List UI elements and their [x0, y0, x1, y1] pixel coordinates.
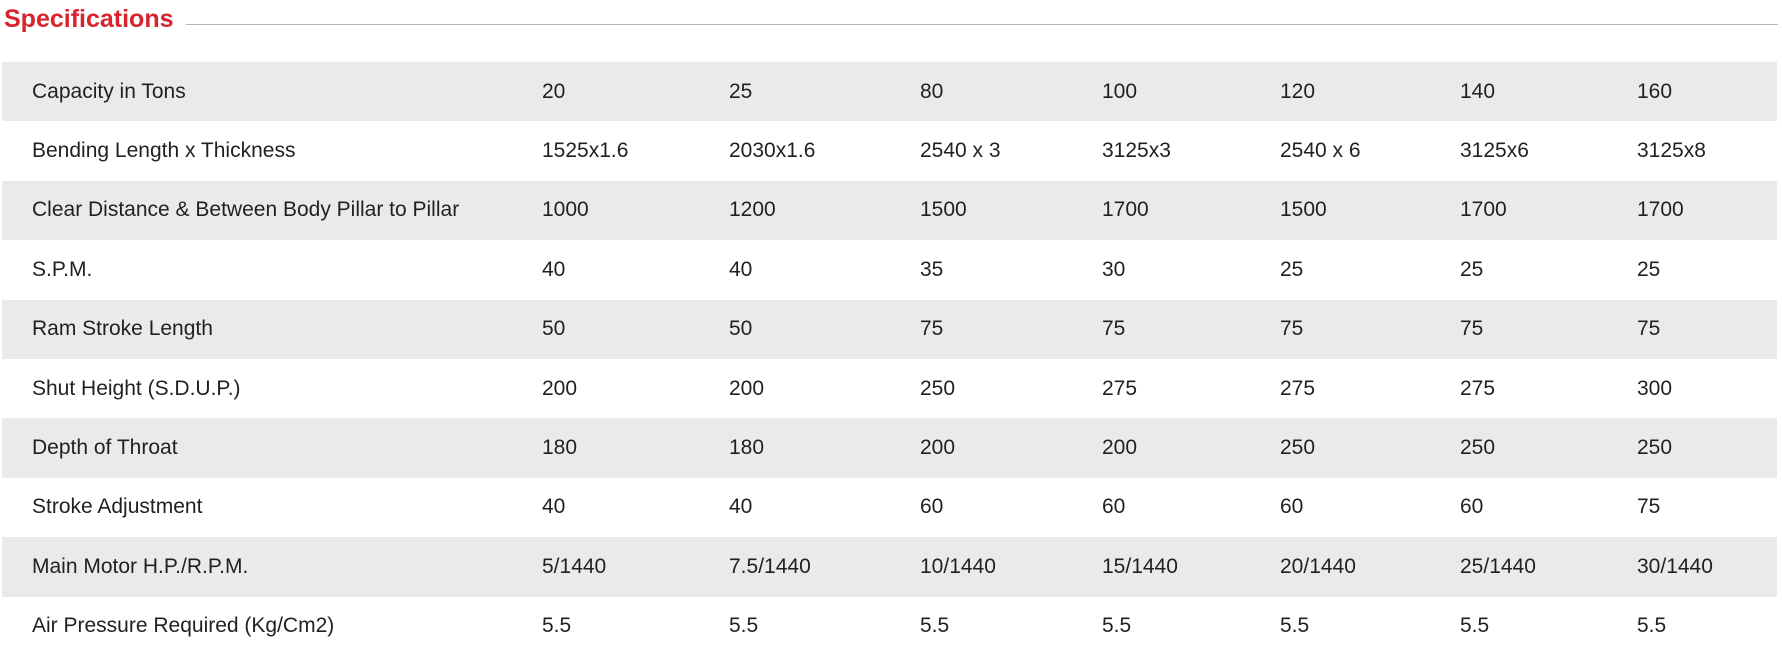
table-cell: 5.5	[542, 596, 729, 656]
table-cell: 60	[1102, 477, 1280, 538]
table-cell: 5.5	[1460, 596, 1637, 656]
table-cell: 30/1440	[1637, 537, 1777, 597]
table-cell: 15/1440	[1102, 537, 1280, 597]
table-cell: 20/1440	[1280, 537, 1460, 597]
table-cell: 75	[1637, 477, 1777, 538]
table-cell: 5.5	[1280, 596, 1460, 656]
table-cell: 60	[920, 477, 1102, 538]
table-cell: 2540 x 6	[1280, 121, 1460, 181]
table-cell: 1500	[920, 180, 1102, 241]
table-cell: 180	[729, 418, 920, 478]
section-heading: Specifications	[4, 2, 1778, 36]
table-cell: 3125x8	[1637, 121, 1777, 181]
table-cell: 75	[1637, 299, 1777, 359]
table-cell: 35	[920, 240, 1102, 300]
table-cell: 1700	[1102, 180, 1280, 241]
table-cell: 75	[1460, 299, 1637, 359]
table-cell: 1700	[1460, 180, 1637, 241]
table-cell: 80	[920, 62, 1102, 122]
table-cell: 250	[920, 358, 1102, 419]
table-cell: 25	[1280, 240, 1460, 300]
table-cell: 200	[542, 358, 729, 419]
table-cell: 3125x3	[1102, 121, 1280, 181]
heading-divider	[185, 23, 1778, 25]
table-cell: 75	[1280, 299, 1460, 359]
table-row: Air Pressure Required (Kg/Cm2) 5.5 5.5 5…	[2, 596, 1777, 656]
table-row: Bending Length x Thickness 1525x1.6 2030…	[2, 121, 1777, 181]
row-label: Stroke Adjustment	[2, 477, 542, 538]
table-cell: 250	[1637, 418, 1777, 478]
row-label: Air Pressure Required (Kg/Cm2)	[2, 596, 542, 656]
table-cell: 40	[729, 477, 920, 538]
table-cell: 75	[1102, 299, 1280, 359]
table-cell: 200	[1102, 418, 1280, 478]
table-cell: 20	[542, 62, 729, 122]
row-label: Shut Height (S.D.U.P.)	[2, 358, 542, 419]
table-row: Capacity in Tons 20 25 80 100 120 140 16…	[2, 62, 1777, 122]
table-cell: 120	[1280, 62, 1460, 122]
table-cell: 25	[729, 62, 920, 122]
table-cell: 5/1440	[542, 537, 729, 597]
table-cell: 25/1440	[1460, 537, 1637, 597]
section-title: Specifications	[4, 4, 174, 33]
table-cell: 40	[542, 477, 729, 538]
table-cell: 2030x1.6	[729, 121, 920, 181]
row-label: Clear Distance & Between Body Pillar to …	[2, 180, 542, 241]
table-cell: 100	[1102, 62, 1280, 122]
table-cell: 200	[920, 418, 1102, 478]
table-cell: 30	[1102, 240, 1280, 300]
table-cell: 7.5/1440	[729, 537, 920, 597]
table-cell: 2540 x 3	[920, 121, 1102, 181]
table-cell: 275	[1280, 358, 1460, 419]
row-label: Depth of Throat	[2, 418, 542, 478]
table-cell: 10/1440	[920, 537, 1102, 597]
table-cell: 50	[542, 299, 729, 359]
table-row: Stroke Adjustment 40 40 60 60 60 60 75	[2, 477, 1777, 538]
table-cell: 1500	[1280, 180, 1460, 241]
table-cell: 5.5	[1102, 596, 1280, 656]
table-row: Depth of Throat 180 180 200 200 250 250 …	[2, 418, 1777, 478]
table-row: S.P.M. 40 40 35 30 25 25 25	[2, 240, 1777, 300]
table-cell: 180	[542, 418, 729, 478]
table-cell: 40	[729, 240, 920, 300]
table-cell: 25	[1460, 240, 1637, 300]
table-cell: 25	[1637, 240, 1777, 300]
table-row: Main Motor H.P./R.P.M. 5/1440 7.5/1440 1…	[2, 537, 1777, 597]
table-cell: 275	[1460, 358, 1637, 419]
table-cell: 200	[729, 358, 920, 419]
table-cell: 250	[1460, 418, 1637, 478]
table-cell: 140	[1460, 62, 1637, 122]
table-cell: 300	[1637, 358, 1777, 419]
table-cell: 5.5	[729, 596, 920, 656]
table-cell: 75	[920, 299, 1102, 359]
row-label: Capacity in Tons	[2, 62, 542, 122]
row-label: S.P.M.	[2, 240, 542, 300]
table-cell: 1200	[729, 180, 920, 241]
table-cell: 275	[1102, 358, 1280, 419]
table-cell: 1000	[542, 180, 729, 241]
table-cell: 60	[1460, 477, 1637, 538]
table-cell: 60	[1280, 477, 1460, 538]
table-row: Shut Height (S.D.U.P.) 200 200 250 275 2…	[2, 358, 1777, 419]
table-cell: 5.5	[920, 596, 1102, 656]
table-cell: 50	[729, 299, 920, 359]
specifications-table: Capacity in Tons 20 25 80 100 120 140 16…	[2, 62, 1777, 656]
table-cell: 1700	[1637, 180, 1777, 241]
row-label: Bending Length x Thickness	[2, 121, 542, 181]
table-cell: 1525x1.6	[542, 121, 729, 181]
table-cell: 3125x6	[1460, 121, 1637, 181]
row-label: Ram Stroke Length	[2, 299, 542, 359]
table-cell: 250	[1280, 418, 1460, 478]
table-row: Ram Stroke Length 50 50 75 75 75 75 75	[2, 299, 1777, 359]
table-cell: 5.5	[1637, 596, 1777, 656]
table-cell: 40	[542, 240, 729, 300]
table-row: Clear Distance & Between Body Pillar to …	[2, 180, 1777, 241]
row-label: Main Motor H.P./R.P.M.	[2, 537, 542, 597]
table-cell: 160	[1637, 62, 1777, 122]
